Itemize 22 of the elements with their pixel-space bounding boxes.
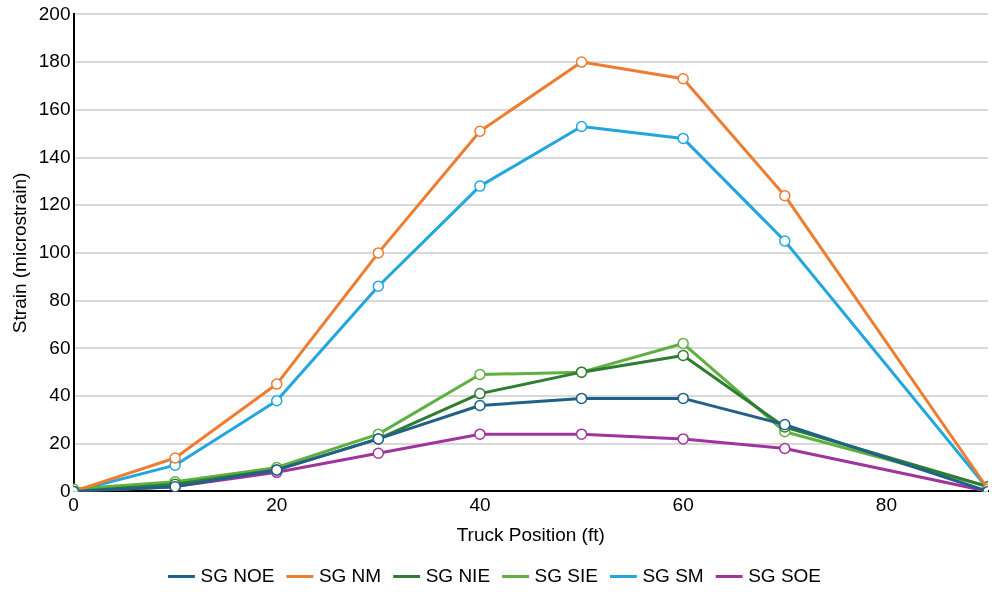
x-tick-label: 80	[875, 494, 897, 516]
y-axis-title: Strain (microstrain)	[8, 172, 30, 334]
y-tick-label: 80	[49, 288, 71, 310]
y-tick-label: 100	[38, 241, 71, 263]
y-tick-label: 180	[38, 50, 71, 72]
y-tick-label: 40	[49, 384, 71, 406]
y-tick-label: 140	[38, 145, 71, 167]
x-axis-title: Truck Position (ft)	[456, 523, 605, 545]
legend-label: SG NIE	[425, 564, 491, 586]
y-tick-label: 120	[38, 193, 71, 215]
y-tick-label: 200	[38, 2, 71, 24]
y-tick-label: 160	[38, 98, 71, 120]
legend-label: SG SOE	[748, 564, 822, 586]
x-tick-label: 40	[469, 494, 491, 516]
legend-label: SG SIE	[534, 564, 598, 586]
x-tick-label: 20	[266, 494, 288, 516]
x-tick-label: 60	[672, 494, 694, 516]
legend-label: SG NOE	[200, 564, 275, 586]
y-tick-label: 20	[49, 431, 71, 453]
legend-label: SG SM	[642, 564, 704, 586]
legend-label: SG NM	[318, 564, 382, 586]
y-tick-label: 60	[49, 336, 71, 358]
